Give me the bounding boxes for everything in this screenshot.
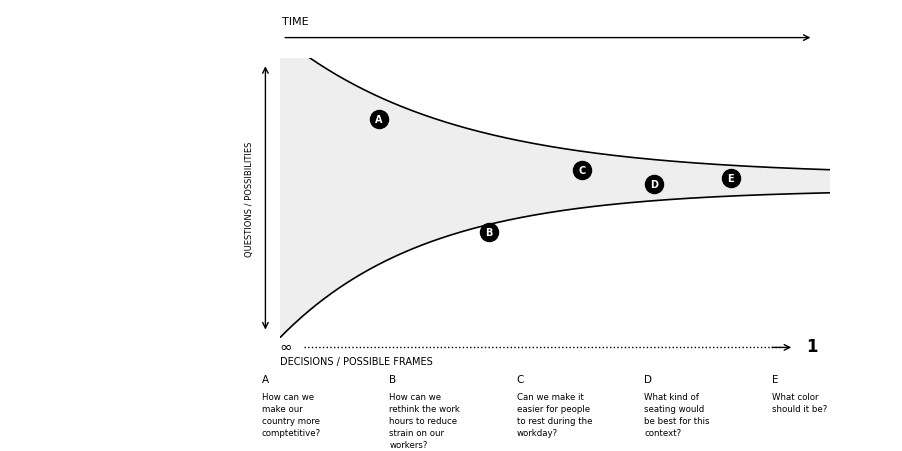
- Text: E: E: [772, 374, 778, 384]
- Text: How can we
make our
country more
comptetitive?: How can we make our country more comptet…: [262, 392, 321, 437]
- Text: B: B: [389, 374, 396, 384]
- Text: D: D: [644, 374, 652, 384]
- Text: DECISIONS / POSSIBLE FRAMES: DECISIONS / POSSIBLE FRAMES: [280, 356, 432, 366]
- Text: TIME: TIME: [282, 17, 309, 28]
- Text: A: A: [262, 374, 269, 384]
- Text: How can we
rethink the work
hours to reduce
strain on our
workers?: How can we rethink the work hours to red…: [389, 392, 460, 449]
- Text: Can we make it
easier for people
to rest during the
workday?: Can we make it easier for people to rest…: [517, 392, 593, 437]
- Text: E: E: [728, 174, 734, 184]
- Text: What kind of
seating would
be best for this
context?: What kind of seating would be best for t…: [644, 392, 710, 437]
- Text: A: A: [375, 115, 382, 125]
- Text: QUESTIONS / POSSIBILITIES: QUESTIONS / POSSIBILITIES: [245, 141, 254, 256]
- Text: C: C: [578, 166, 586, 175]
- Text: B: B: [485, 227, 492, 237]
- Text: D: D: [649, 179, 658, 189]
- Text: C: C: [517, 374, 524, 384]
- Text: 1: 1: [806, 337, 818, 355]
- Text: ∞: ∞: [280, 339, 292, 354]
- Text: What color
should it be?: What color should it be?: [772, 392, 827, 414]
